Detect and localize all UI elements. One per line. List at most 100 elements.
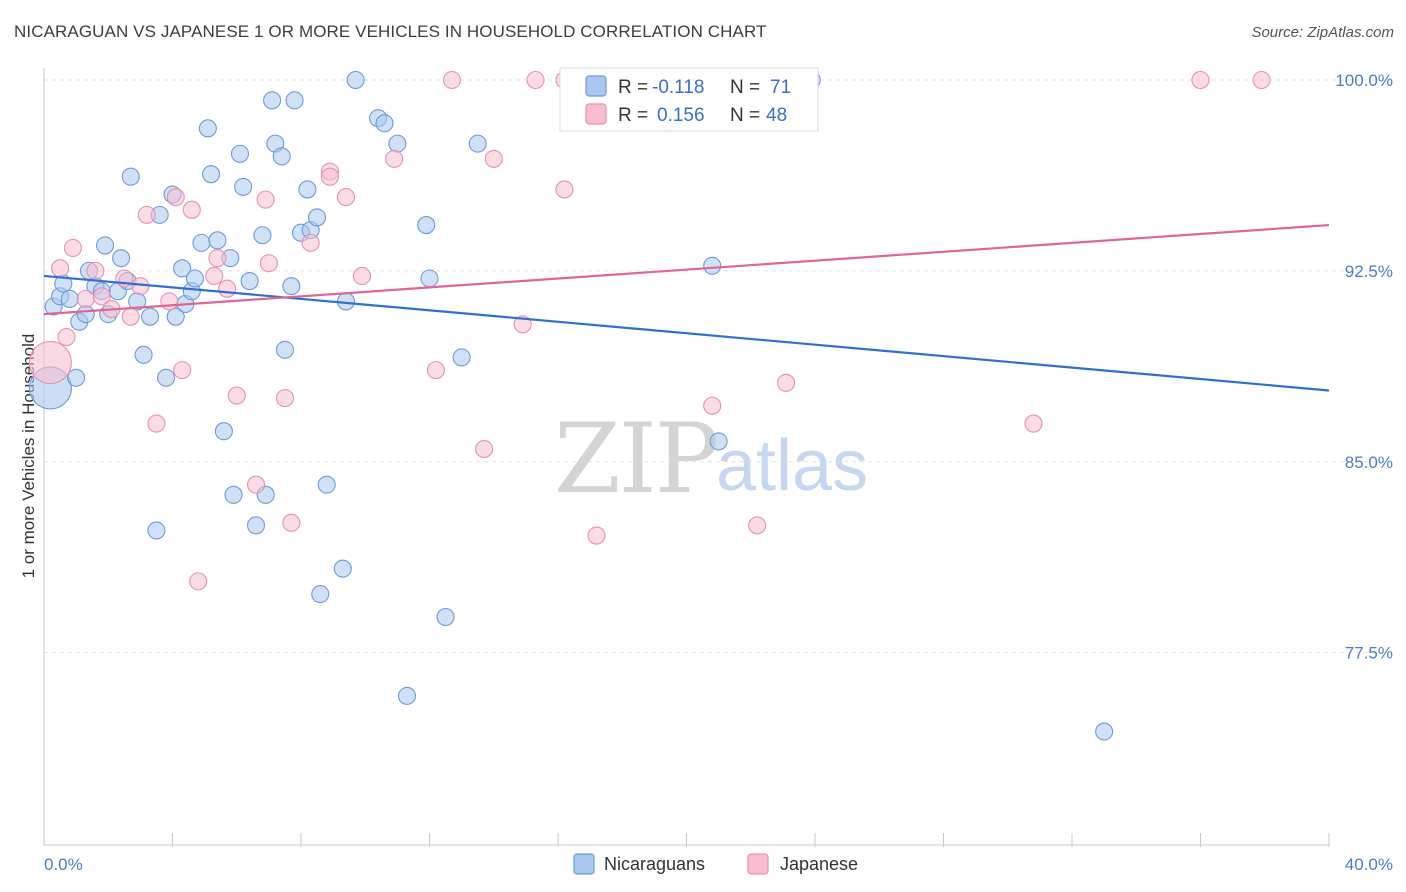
data-point-japanese <box>282 513 301 532</box>
data-point-japanese <box>587 526 606 545</box>
data-point-japanese <box>160 292 179 311</box>
data-point-japanese <box>57 327 76 347</box>
legend-top: R = -0.118 N = 71 R = 0.156 N = 48 <box>559 67 819 132</box>
data-point-japanese <box>320 167 339 186</box>
legend-bottom: Nicaraguans Japanese <box>573 853 858 875</box>
data-point-nicaraguans <box>76 305 95 324</box>
x-tick-label-min: 0.0% <box>44 855 83 874</box>
data-point-japanese <box>777 373 796 392</box>
trend-lines <box>43 223 1330 392</box>
data-point-nicaraguans <box>308 208 327 227</box>
data-point-japanese <box>121 307 140 326</box>
legend-n-label-nicaraguans: N = <box>730 77 760 98</box>
data-point-japanese <box>63 238 82 258</box>
data-point-nicaraguans <box>285 91 304 110</box>
gridlines <box>44 79 1390 654</box>
data-point-japanese <box>227 386 246 405</box>
data-point-nicaraguans <box>67 368 86 387</box>
data-point-japanese <box>475 439 494 459</box>
data-point-japanese <box>555 180 574 199</box>
legend-r-value-nicaraguans: -0.118 <box>652 77 704 98</box>
data-point-japanese <box>76 289 95 308</box>
data-point-japanese <box>1191 70 1210 90</box>
data-point-nicaraguans <box>298 180 317 199</box>
y-tick-label: 85.0% <box>1345 453 1393 472</box>
data-point-nicaraguans <box>317 475 336 494</box>
legend-r-label-japanese: R = <box>618 105 648 126</box>
data-point-nicaraguans <box>417 216 436 235</box>
data-point-nicaraguans <box>397 686 417 705</box>
data-point-nicaraguans <box>346 70 365 90</box>
data-point-japanese <box>1252 70 1271 90</box>
data-point-japanese <box>173 361 192 380</box>
legend-r-label-nicaraguans: R = <box>618 77 648 98</box>
data-point-japanese <box>275 389 294 408</box>
bottom-legend-label-nicaraguans: Nicaraguans <box>604 854 705 874</box>
data-point-nicaraguans <box>468 134 487 153</box>
legend-swatch-nicaraguans <box>585 75 607 97</box>
watermark: ZIP atlas <box>554 403 868 515</box>
data-point-nicaraguans <box>60 289 79 308</box>
data-point-nicaraguans <box>121 167 140 186</box>
data-point-japanese <box>336 188 356 207</box>
chart-source: Source: ZipAtlas.com <box>1251 24 1394 41</box>
data-point-nicaraguans <box>157 368 176 387</box>
data-point-japanese <box>218 279 237 298</box>
data-point-japanese <box>442 70 462 90</box>
chart-title: NICARAGUAN VS JAPANESE 1 OR MORE VEHICLE… <box>14 22 767 41</box>
data-point-nicaraguans <box>230 144 250 163</box>
data-points <box>28 70 1271 741</box>
legend-n-value-japanese: 48 <box>766 105 787 126</box>
data-point-japanese <box>92 287 111 306</box>
data-point-japanese <box>147 414 166 433</box>
legend-r-value-japanese: 0.156 <box>657 105 705 126</box>
data-point-japanese <box>28 340 72 385</box>
data-point-nicaraguans <box>166 307 185 326</box>
trend-line-nicaraguans <box>43 274 1330 392</box>
data-point-japanese <box>301 233 320 252</box>
data-point-japanese <box>526 70 545 90</box>
data-point-nicaraguans <box>185 269 205 288</box>
data-point-nicaraguans <box>214 422 233 441</box>
data-point-nicaraguans <box>263 91 282 110</box>
data-point-nicaraguans <box>140 307 160 326</box>
data-point-nicaraguans <box>275 340 294 359</box>
watermark-atlas: atlas <box>716 426 868 506</box>
data-point-japanese <box>189 572 208 591</box>
data-point-nicaraguans <box>333 559 352 578</box>
legend-n-label-japanese: N = <box>730 105 760 126</box>
bottom-legend-swatch-japanese <box>747 853 769 875</box>
bottom-legend-swatch-nicaraguans <box>573 853 595 875</box>
y-tick-label: 100.0% <box>1335 71 1393 90</box>
data-point-japanese <box>703 396 722 415</box>
data-point-japanese <box>51 259 70 278</box>
data-point-japanese <box>259 254 278 273</box>
data-point-japanese <box>166 188 185 207</box>
data-point-nicaraguans <box>202 165 221 184</box>
data-point-nicaraguans <box>95 236 115 255</box>
watermark-zip: ZIP <box>554 403 717 515</box>
data-point-nicaraguans <box>1095 722 1114 741</box>
data-point-nicaraguans <box>253 226 272 245</box>
data-point-nicaraguans <box>709 432 728 451</box>
data-point-nicaraguans <box>147 521 166 540</box>
data-point-nicaraguans <box>246 516 266 535</box>
data-point-nicaraguans <box>173 259 192 278</box>
legend-swatch-japanese <box>585 103 607 125</box>
data-point-nicaraguans <box>388 134 407 153</box>
data-point-nicaraguans <box>240 272 259 291</box>
data-point-nicaraguans <box>234 177 253 196</box>
data-point-nicaraguans <box>272 147 291 166</box>
data-point-nicaraguans <box>224 485 243 504</box>
data-point-japanese <box>352 266 372 286</box>
data-point-japanese <box>748 516 767 535</box>
data-point-japanese <box>246 475 266 494</box>
data-point-nicaraguans <box>134 345 153 364</box>
data-point-nicaraguans <box>311 585 330 604</box>
legend-n-value-nicaraguans: 71 <box>770 77 791 98</box>
data-point-nicaraguans <box>375 114 394 133</box>
data-point-japanese <box>208 249 227 268</box>
data-point-nicaraguans <box>436 607 455 627</box>
data-point-nicaraguans <box>703 256 722 275</box>
data-point-japanese <box>205 266 224 286</box>
